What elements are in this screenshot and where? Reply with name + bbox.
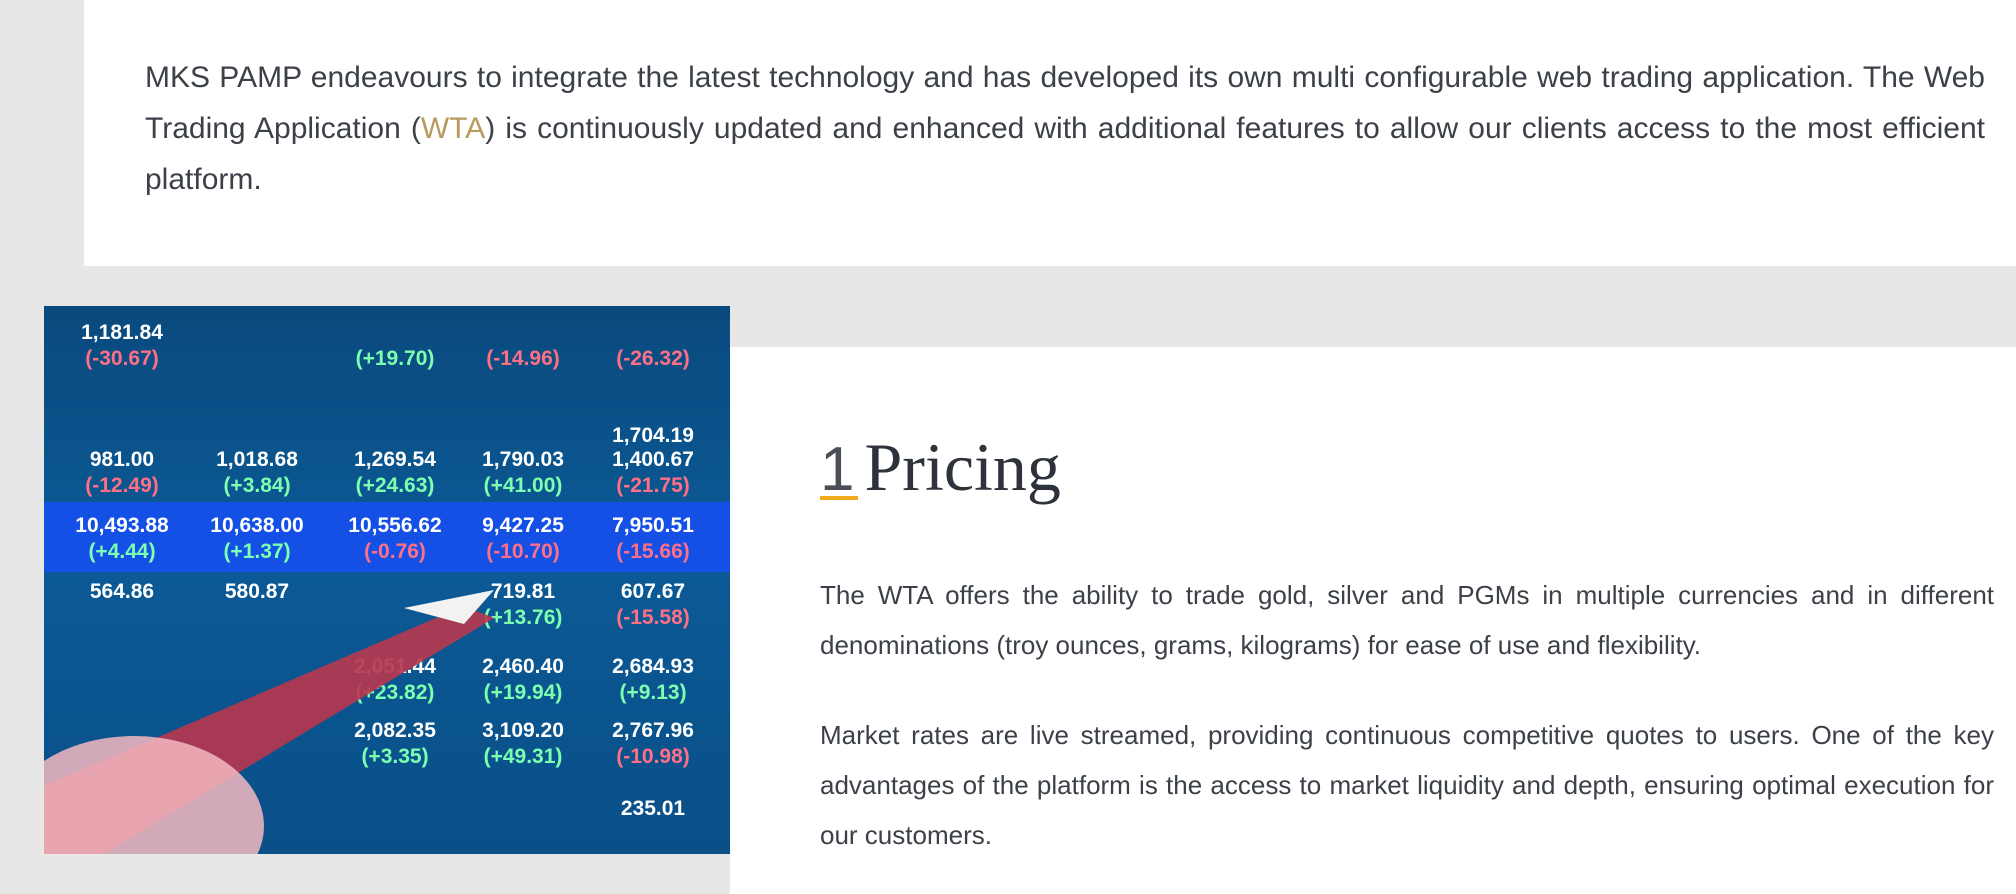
- quote-change: (-21.75): [616, 474, 690, 497]
- highlight-row: [44, 502, 730, 572]
- quote-change: (+4.44): [88, 540, 156, 563]
- hand: [44, 736, 264, 854]
- quote-change: (+3.84): [223, 474, 291, 497]
- intro-text-start: MKS PAMP endeavours to integrate the lat…: [145, 61, 1985, 145]
- quote-value: 580.87: [224, 580, 290, 603]
- quote-change: (-26.32): [616, 347, 690, 370]
- quote-value: 10,556.62: [348, 514, 442, 537]
- intro-text: MKS PAMP endeavours to integrate the lat…: [145, 52, 1985, 205]
- paragraph: Market rates are live streamed, providin…: [820, 720, 1994, 850]
- quote-change: (-15.58): [616, 606, 690, 629]
- quote-value: 1,018.68: [216, 448, 298, 471]
- section-heading: 1 Pricing: [820, 428, 1061, 507]
- quote-change: (-10.70): [486, 540, 560, 563]
- quote-value: 1,704.19: [612, 424, 694, 447]
- quote-value: 10,638.00: [210, 514, 304, 537]
- quote-value: 981.00: [89, 448, 155, 471]
- quote-value: 2,460.40: [482, 655, 564, 678]
- quote-value: 1,790.03: [482, 448, 564, 471]
- quote-value: 235.01: [620, 797, 686, 820]
- quote-value: 1,181.84: [81, 321, 163, 344]
- quote-change: (-10.98): [616, 745, 690, 768]
- quote-value: 719.81: [490, 580, 556, 603]
- quote-value: 2,684.93: [612, 655, 694, 678]
- quote-value: 3,109.20: [482, 719, 564, 742]
- section-number: 1: [820, 435, 855, 504]
- quote-change: (+41.00): [483, 474, 563, 497]
- quote-change: (-12.49): [85, 474, 159, 497]
- quote-value: 9,427.25: [482, 514, 564, 537]
- content-panel: [730, 347, 2016, 894]
- quote-value: 607.67: [620, 580, 686, 603]
- trading-photo: 1,181.84 (-30.67) (+19.70) (-14.96) (-26.32)…: [44, 306, 730, 854]
- quote-change: (-14.96): [486, 347, 560, 370]
- intro-text-end: ) is continuously updated and enhanced w…: [145, 112, 1986, 196]
- quote-change: (+19.70): [355, 347, 435, 370]
- paragraph: The WTA offers the ability to trade gold…: [820, 580, 1994, 660]
- quote-change: (+49.31): [483, 745, 563, 768]
- intro-panel: [84, 0, 2016, 266]
- quote-value: 1,400.67: [612, 448, 694, 471]
- quote-change: (+19.94): [483, 681, 563, 704]
- quote-change: (+3.35): [361, 745, 429, 768]
- quote-change: (+24.63): [355, 474, 435, 497]
- quote-change: (+9.13): [619, 681, 687, 704]
- section-title: Pricing: [864, 429, 1061, 505]
- quote-value: 10,493.88: [75, 514, 169, 537]
- quote-change: (-0.76): [364, 540, 426, 563]
- quote-value: 2,082.35: [354, 719, 436, 742]
- pen-tip: [404, 590, 494, 624]
- pen-overlay: [44, 590, 494, 854]
- quote-change: (-15.66): [616, 540, 690, 563]
- quote-change: (+1.37): [223, 540, 291, 563]
- quote-value: 1,269.54: [354, 448, 436, 471]
- quote-value: 564.86: [89, 580, 155, 603]
- quote-change: (+13.76): [483, 606, 563, 629]
- quote-value: 7,950.51: [612, 514, 694, 537]
- wta-link[interactable]: WTA: [420, 112, 486, 145]
- quote-value: 2,767.96: [612, 719, 694, 742]
- quote-change: (-30.67): [85, 347, 159, 370]
